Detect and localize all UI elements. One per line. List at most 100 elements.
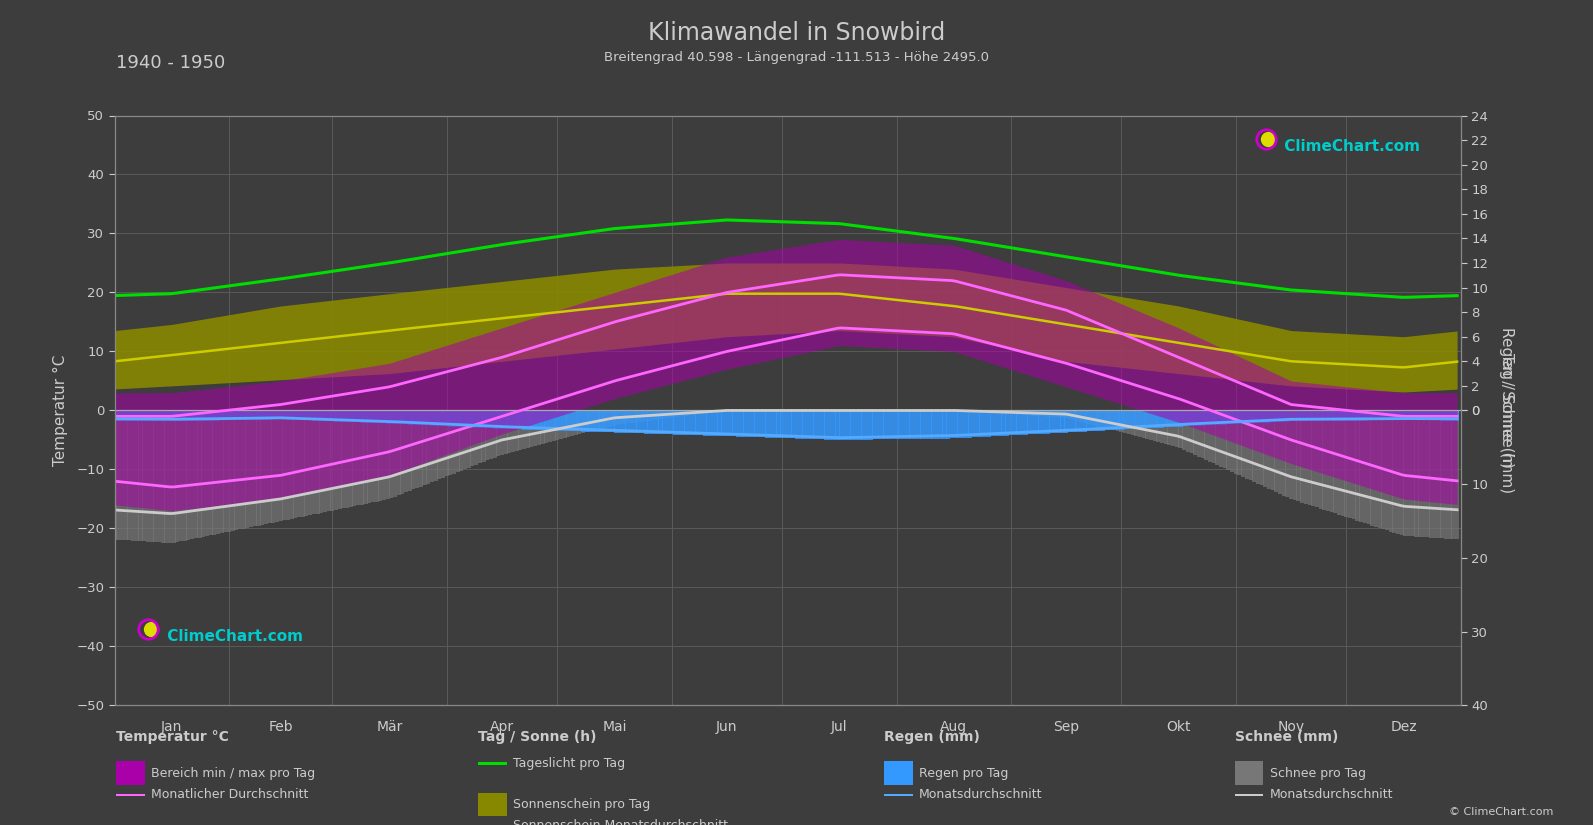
Bar [1437,411,1440,538]
Bar [1190,411,1193,453]
Text: Sep: Sep [1053,720,1078,734]
Bar [647,411,652,434]
Bar [1109,411,1112,430]
Bar [1153,411,1157,428]
Bar [456,411,460,472]
Bar [714,411,718,436]
Bar [346,411,349,507]
Bar [400,411,405,494]
Bar [562,411,567,438]
Bar [618,411,621,433]
Bar [290,411,293,519]
Bar [1078,411,1083,422]
Bar [865,411,870,440]
Bar [1142,411,1145,428]
Bar [876,411,879,440]
Bar [400,411,405,424]
Bar [1142,411,1145,438]
Bar [147,411,150,422]
Bar [393,411,397,497]
Bar [828,411,832,440]
Bar [1020,411,1024,435]
Y-axis label: Temperatur °C: Temperatur °C [53,355,68,466]
Bar [714,411,718,412]
Bar [1174,411,1179,447]
Bar [113,411,116,421]
Bar [910,411,913,439]
Bar [1303,411,1308,504]
Bar [1031,411,1035,416]
Bar [1415,411,1418,536]
Bar [360,411,363,422]
Bar [1443,411,1448,421]
Bar [116,411,121,540]
Bar [1415,411,1418,420]
Bar [991,411,994,413]
Bar [717,411,722,412]
Bar [1454,411,1459,421]
Bar [198,411,202,538]
Bar [1364,411,1367,523]
Bar [1244,411,1249,423]
Bar [1182,411,1187,427]
Bar [523,411,526,430]
Bar [1241,411,1246,424]
Bar [986,411,991,412]
Bar [621,411,626,433]
Bar [253,411,256,420]
Bar [1072,411,1075,432]
Bar [593,411,596,431]
Bar [703,411,707,436]
Bar [507,411,511,429]
Bar [1423,411,1426,420]
Bar [116,411,121,421]
Bar [773,411,777,438]
Bar [1196,411,1201,426]
Bar [1098,411,1101,427]
Bar [913,411,918,439]
Bar [935,411,940,439]
Bar [666,411,671,418]
Bar [492,411,497,458]
Bar [1193,411,1198,426]
Text: Okt: Okt [1166,720,1192,734]
Text: ClimeChart.com: ClimeChart.com [162,629,303,644]
Bar [980,411,983,437]
Bar [905,411,910,439]
Bar [153,411,158,542]
Bar [588,411,593,431]
Bar [975,411,980,412]
Bar [1370,411,1375,421]
Bar [1333,411,1338,421]
Bar [1271,411,1274,422]
Bar [1123,411,1128,430]
Bar [495,411,500,429]
Bar [991,411,994,436]
Bar [545,411,548,431]
Bar [1303,411,1308,422]
Bar [220,411,223,421]
Bar [688,411,691,435]
Bar [615,411,618,432]
Bar [1174,411,1179,427]
Bar [382,411,386,423]
Bar [452,411,456,474]
Bar [323,411,327,512]
Bar [1053,411,1058,433]
Bar [357,411,360,422]
Bar [769,411,773,438]
Bar [685,411,688,416]
Bar [551,411,556,431]
Bar [733,411,736,436]
Bar [621,411,626,424]
Bar [1352,411,1356,421]
Bar [323,411,327,421]
Bar [969,411,972,412]
Bar [363,411,368,422]
Bar [1164,411,1168,444]
Bar [150,411,153,422]
Bar [1352,411,1356,520]
Bar [703,411,707,413]
Bar [1185,411,1190,451]
Bar [685,411,688,435]
